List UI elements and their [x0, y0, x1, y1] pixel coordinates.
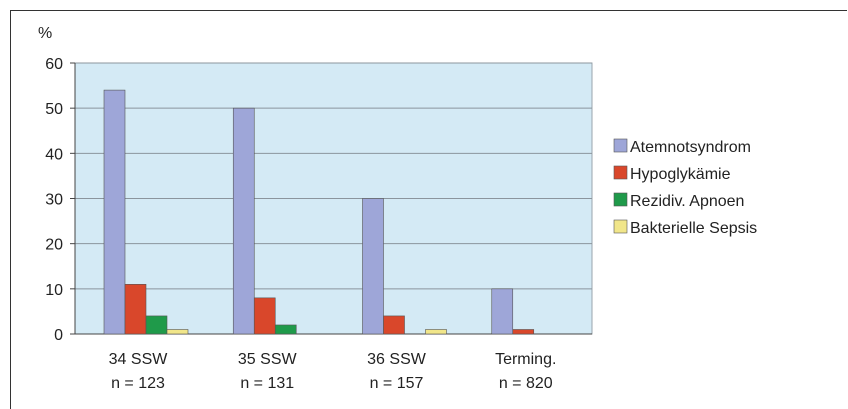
- category-label: 35 SSW: [238, 351, 298, 368]
- bar-3-1: [145, 315, 168, 335]
- y-tick-label: 10: [45, 282, 63, 299]
- y-tick-label: 0: [54, 327, 63, 344]
- legend-label: Bakterielle Sepsis: [630, 220, 757, 237]
- category-label: n = 123: [111, 375, 165, 392]
- y-axis-label: %: [38, 25, 52, 42]
- y-tick-label: 50: [45, 101, 63, 118]
- bar-2-4: [512, 329, 535, 335]
- chart-frame: [10, 10, 847, 409]
- category-label: n = 820: [499, 375, 553, 392]
- legend-label: Rezidiv. Apnoen: [630, 193, 744, 210]
- bar-1-3: [362, 198, 384, 335]
- category-label: 34 SSW: [109, 351, 169, 368]
- legend-label: Hypoglykämie: [630, 166, 731, 183]
- category-label: Terming.: [495, 351, 556, 368]
- bar-1-4: [491, 288, 514, 335]
- bar-2-3: [383, 315, 405, 335]
- category-label: n = 131: [240, 375, 294, 392]
- legend-swatch: [613, 165, 628, 180]
- y-tick-label: 40: [45, 146, 63, 163]
- legend-label: Atemnotsyndrom: [630, 139, 751, 156]
- bar-3-2: [274, 324, 297, 335]
- bar-1-1: [103, 89, 126, 335]
- bar-2-2: [253, 297, 276, 335]
- y-tick-label: 60: [45, 56, 63, 73]
- bar-4-1: [166, 329, 189, 335]
- category-label: 36 SSW: [367, 351, 427, 368]
- bar-4-3: [425, 329, 447, 335]
- bar-1-2: [232, 107, 255, 335]
- category-label: n = 157: [370, 375, 424, 392]
- y-tick-label: 30: [45, 192, 63, 209]
- y-tick-label: 20: [45, 237, 63, 254]
- legend-swatch: [613, 192, 628, 207]
- bar-2-1: [124, 284, 147, 335]
- legend-swatch: [613, 219, 628, 234]
- legend-swatch: [613, 138, 628, 153]
